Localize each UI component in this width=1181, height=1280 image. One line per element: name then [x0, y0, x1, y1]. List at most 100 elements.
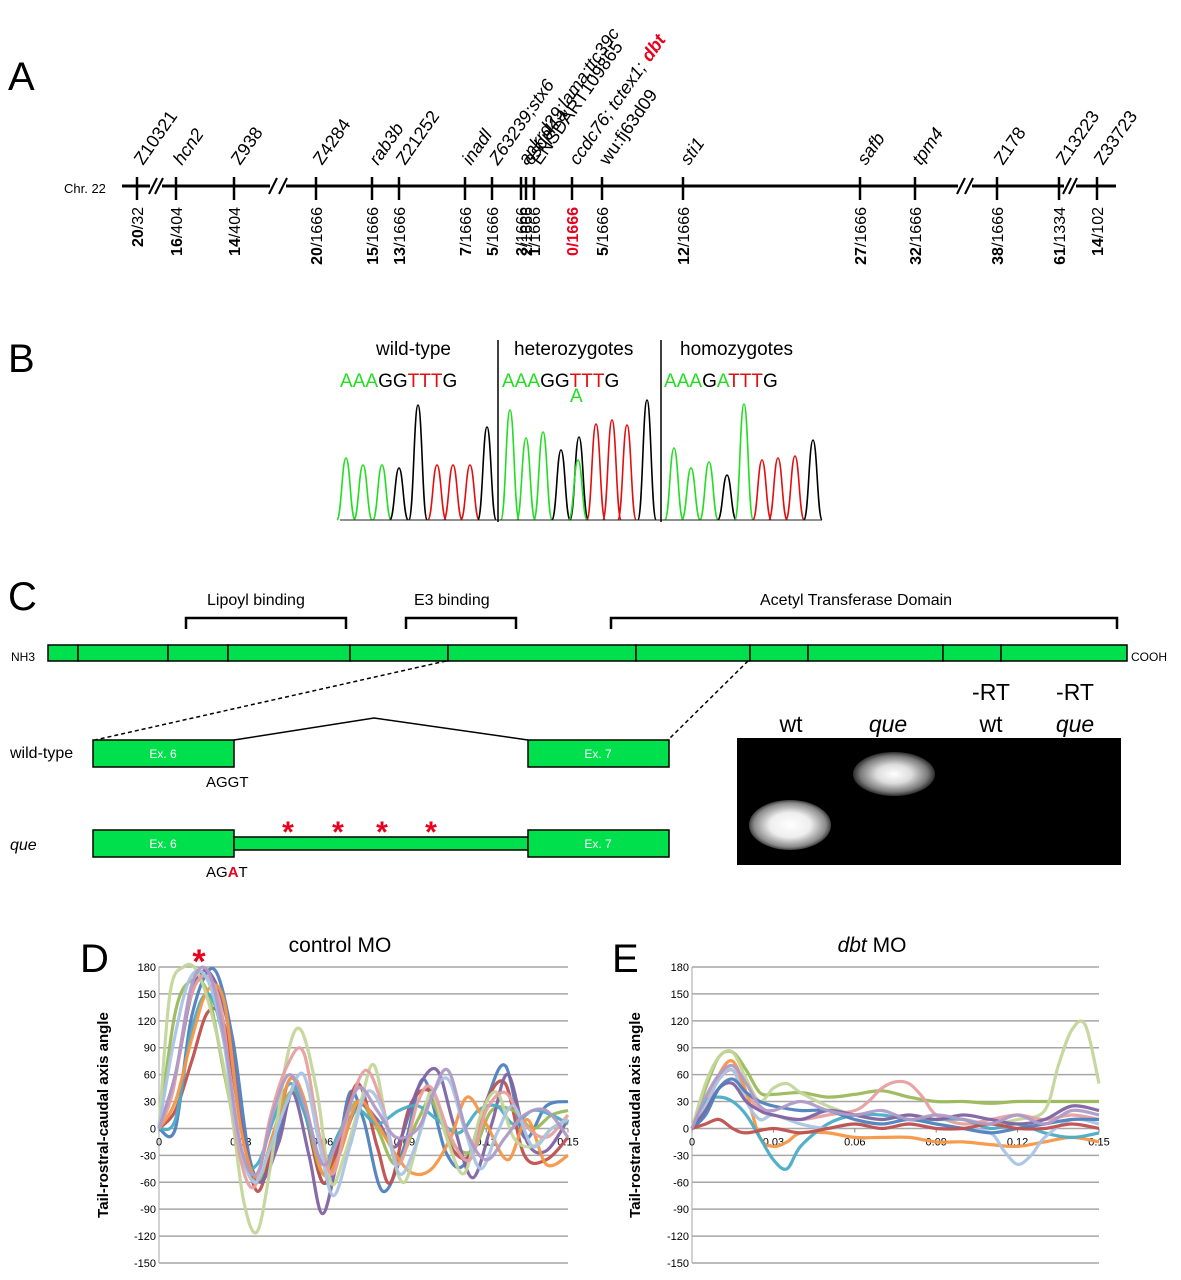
base-sequence: AAAGGTTTG: [340, 371, 457, 392]
chromatogram-peak: [477, 426, 497, 521]
chromatogram-peak: [568, 459, 588, 521]
panel-label-a: A: [8, 55, 35, 99]
protein-exon-segment: [47, 644, 79, 662]
que-mutant-base: A: [228, 864, 239, 881]
que-exon7-label: Ex. 7: [584, 837, 612, 851]
dbt-mo-chart: dbt MO Tail-rostral-caudal axis angle 180 1…: [627, 934, 1110, 1270]
rt-pcr-gel-image: [737, 738, 1121, 865]
c-terminus-label: COOH: [1131, 650, 1167, 664]
y-tick-label: 90: [144, 1043, 156, 1055]
wt-title: wild-type: [375, 339, 451, 360]
lipoyl-domain-label: Lipoyl binding: [207, 592, 305, 609]
het-title: heterozygotes: [514, 339, 633, 360]
recombinant-count: 2/1666: [519, 207, 536, 256]
chromatogram-peak: [336, 457, 356, 521]
series-line: [690, 1059, 1100, 1149]
protein-exon-segment: [1000, 644, 1128, 662]
chromatogram-peak: [617, 424, 637, 521]
chromosome-line: [122, 177, 1116, 195]
x-tick-label: 0: [156, 1136, 162, 1148]
het-alt-base: A: [570, 386, 583, 407]
lipoyl-domain-bracket: [184, 616, 348, 629]
stop-codon-mark: *: [425, 816, 437, 849]
protein-exon-bar: [47, 644, 1128, 662]
recombinant-count: 20/32: [130, 207, 147, 247]
recombinant-count: 5/1666: [595, 207, 612, 256]
marker-name: sti1: [676, 134, 708, 168]
chart-title: control MO: [289, 934, 392, 957]
que-exon7: [527, 829, 670, 858]
y-tick-label: 150: [671, 989, 689, 1001]
chromosome-break-mark: [268, 177, 278, 195]
marker-name: Z178: [990, 123, 1030, 168]
chromatogram-peak: [785, 455, 805, 521]
y-tick-label: 0: [150, 1123, 156, 1135]
que-transcript-label: que: [10, 837, 37, 854]
y-tick-label: 90: [677, 1043, 689, 1055]
protein-exon-segment: [749, 644, 809, 662]
y-tick-label: 150: [138, 989, 156, 1001]
y-tick-label: 0: [683, 1123, 689, 1135]
e3-domain-label: E3 binding: [414, 592, 490, 609]
series-line: [157, 962, 569, 1235]
protein-exon-segment: [447, 644, 637, 662]
chromatogram-peak: [500, 409, 520, 521]
gel-lane-label: que: [1056, 711, 1094, 737]
recombinant-count: 3/1666: [514, 207, 531, 256]
protein-exon-segment: [167, 644, 229, 662]
chromosome-break-mark: [956, 177, 966, 195]
panel-label-c: C: [8, 575, 37, 619]
marker-name: Z938: [227, 123, 267, 168]
chromosome-break-mark: [964, 177, 974, 195]
stop-codon-mark: *: [332, 816, 344, 849]
stop-codon-mark: *: [282, 816, 294, 849]
zoom-guide-line: [667, 660, 749, 741]
que-splice-site: AGAT: [206, 864, 248, 881]
chromatogram-peak: [569, 436, 589, 521]
series-line: [690, 1068, 1100, 1130]
wt-splice-site: AGGT: [206, 774, 249, 791]
series-line: [157, 974, 570, 1190]
chromatogram-peak: [443, 464, 463, 521]
recombinant-count: 0/1666: [565, 207, 582, 256]
chromatogram-peak: [717, 474, 737, 521]
marker-ticks: [135, 177, 1099, 200]
sequencing-chromatograms: wild-type heterozygotes homozygotes AAAG…: [336, 339, 823, 522]
significance-mark: *: [192, 943, 206, 981]
gel-lane-label-top: -RT: [1056, 679, 1094, 705]
wt-sequence: AAAGGTTTG: [340, 371, 457, 392]
hom-sequence: AAAGATTTG: [664, 371, 778, 392]
wt-exon6-label: Ex. 6: [149, 747, 177, 761]
gel-lane-label: wt: [979, 711, 1004, 737]
y-tick-label: 30: [677, 1097, 689, 1109]
chromatogram-peak: [372, 464, 392, 521]
y-tick-label: 180: [671, 962, 689, 974]
chromatogram-peak: [427, 464, 447, 521]
chromatogram-peak: [353, 464, 373, 521]
marker-name: Z4284: [309, 115, 355, 168]
chromosome-break-mark: [148, 177, 158, 195]
protein-exon-segment: [77, 644, 169, 662]
gel-lane-label: que: [869, 711, 907, 737]
panel-label-b: B: [8, 337, 35, 381]
que-exon6-label: Ex. 6: [149, 837, 177, 851]
chromatogram-peak: [551, 449, 571, 521]
acetyl-domain-bracket: [609, 616, 1119, 629]
chromosome-label: Chr. 22: [64, 181, 106, 196]
wt-exon6: [92, 739, 235, 768]
recombinant-count: 15/1666: [365, 207, 382, 265]
control-mo-chart: control MO Tail-rostral-caudal axis angle…: [95, 934, 579, 1270]
y-axis-label: Tail-rostral-caudal axis angle: [627, 1012, 644, 1218]
y-tick-label: -60: [140, 1177, 156, 1189]
candidate-gene-label: dbt: [637, 30, 670, 65]
y-tick-label: -90: [673, 1204, 689, 1216]
recombinant-count: 1/1666: [527, 207, 544, 256]
recombinant-count: 14/102: [1090, 207, 1107, 256]
chromatogram-peak: [516, 437, 536, 521]
y-tick-label: 120: [138, 1016, 156, 1028]
chart-title: dbt MO: [838, 934, 907, 957]
e3-domain-bracket: [404, 616, 518, 629]
